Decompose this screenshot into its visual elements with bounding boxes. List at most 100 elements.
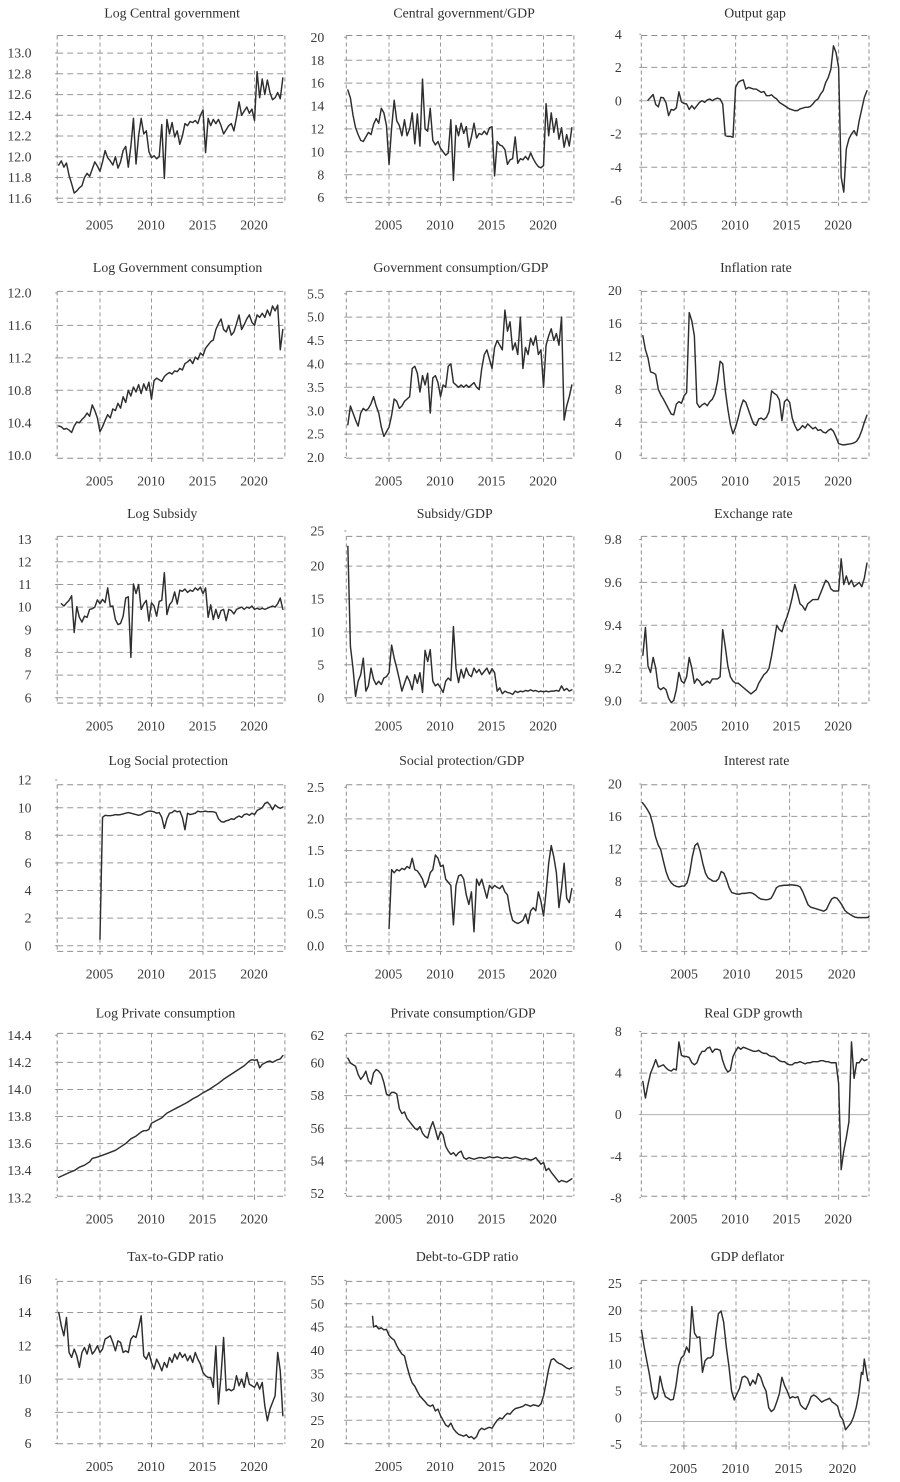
svg-text:Log Private consumption: Log Private consumption <box>96 1006 236 1021</box>
svg-text:Social protection/GDP: Social protection/GDP <box>399 753 525 768</box>
svg-text:2015: 2015 <box>478 967 506 982</box>
svg-text:11: 11 <box>18 577 31 592</box>
svg-text:2005: 2005 <box>86 1211 114 1226</box>
svg-text:2020: 2020 <box>529 967 557 982</box>
svg-text:2010: 2010 <box>426 1459 454 1474</box>
svg-text:Debt-to-GDP ratio: Debt-to-GDP ratio <box>416 1249 519 1264</box>
svg-text:12.4: 12.4 <box>7 108 31 123</box>
svg-text:2020: 2020 <box>240 967 268 982</box>
svg-text:0: 0 <box>615 939 622 954</box>
svg-text:11.8: 11.8 <box>8 170 32 185</box>
svg-text:13.4: 13.4 <box>7 1163 31 1178</box>
svg-text:0: 0 <box>615 1411 622 1426</box>
svg-text:52: 52 <box>311 1186 325 1201</box>
svg-text:2010: 2010 <box>723 967 751 982</box>
svg-text:12: 12 <box>18 554 32 569</box>
svg-text:10: 10 <box>311 144 325 159</box>
svg-text:62: 62 <box>311 1028 325 1043</box>
svg-text:10.8: 10.8 <box>7 383 31 398</box>
svg-text:2010: 2010 <box>137 473 165 488</box>
svg-text:2005: 2005 <box>670 218 698 233</box>
svg-text:2015: 2015 <box>189 473 217 488</box>
svg-text:Interest rate: Interest rate <box>724 753 790 768</box>
svg-text:2015: 2015 <box>478 218 506 233</box>
svg-text:2005: 2005 <box>375 718 403 733</box>
svg-text:2020: 2020 <box>529 473 557 488</box>
svg-text:20: 20 <box>608 1303 622 1318</box>
svg-text:2020: 2020 <box>824 1211 852 1226</box>
svg-text:9.8: 9.8 <box>605 532 622 547</box>
svg-text:18: 18 <box>311 53 325 68</box>
svg-text:-6: -6 <box>610 193 622 208</box>
svg-text:15: 15 <box>311 592 325 607</box>
svg-text:2015: 2015 <box>189 967 217 982</box>
svg-text:2005: 2005 <box>86 1459 114 1474</box>
svg-text:1.0: 1.0 <box>307 875 324 890</box>
svg-text:2005: 2005 <box>86 718 114 733</box>
svg-text:14: 14 <box>311 99 325 114</box>
svg-text:2020: 2020 <box>828 967 856 982</box>
svg-text:2005: 2005 <box>375 967 403 982</box>
svg-text:2020: 2020 <box>824 473 852 488</box>
svg-text:2010: 2010 <box>426 473 454 488</box>
svg-text:0: 0 <box>317 690 324 705</box>
svg-text:12.0: 12.0 <box>7 286 31 301</box>
svg-text:8: 8 <box>25 645 32 660</box>
svg-text:-8: -8 <box>610 1190 622 1205</box>
svg-text:20: 20 <box>311 1436 325 1451</box>
svg-text:14.0: 14.0 <box>7 1082 31 1097</box>
svg-text:-5: -5 <box>610 1437 622 1452</box>
svg-text:2015: 2015 <box>189 1211 217 1226</box>
svg-text:55: 55 <box>311 1273 325 1288</box>
svg-text:2020: 2020 <box>824 218 852 233</box>
svg-text:2020: 2020 <box>240 1211 268 1226</box>
svg-text:9.6: 9.6 <box>605 575 622 590</box>
svg-text:2015: 2015 <box>189 1459 217 1474</box>
svg-text:35: 35 <box>311 1366 325 1381</box>
svg-text:2020: 2020 <box>240 1459 268 1474</box>
svg-text:2015: 2015 <box>773 718 801 733</box>
svg-text:5: 5 <box>317 657 324 672</box>
svg-text:2015: 2015 <box>775 1461 803 1476</box>
svg-text:12: 12 <box>18 773 32 788</box>
svg-text:11.6: 11.6 <box>8 191 32 206</box>
svg-text:6: 6 <box>25 856 32 871</box>
svg-text:13.0: 13.0 <box>7 46 31 61</box>
svg-text:2010: 2010 <box>721 473 749 488</box>
svg-text:2015: 2015 <box>478 718 506 733</box>
svg-text:Real GDP growth: Real GDP growth <box>704 1006 802 1021</box>
svg-text:1.5: 1.5 <box>307 843 324 858</box>
svg-text:20: 20 <box>311 30 325 45</box>
svg-text:2005: 2005 <box>670 1461 698 1476</box>
svg-text:4: 4 <box>615 906 622 921</box>
svg-text:4: 4 <box>615 27 622 42</box>
svg-text:14: 14 <box>18 1305 32 1320</box>
svg-text:8: 8 <box>317 167 324 182</box>
svg-text:12: 12 <box>311 122 325 137</box>
svg-text:56: 56 <box>311 1121 325 1136</box>
svg-text:-4: -4 <box>610 1149 622 1164</box>
svg-text:10: 10 <box>608 1357 622 1372</box>
svg-text:4: 4 <box>615 415 622 430</box>
svg-text:25: 25 <box>311 524 325 539</box>
svg-text:9.4: 9.4 <box>605 618 622 633</box>
svg-text:12.6: 12.6 <box>7 87 31 102</box>
svg-text:Log Government consumption: Log Government consumption <box>93 260 262 275</box>
svg-text:2020: 2020 <box>240 473 268 488</box>
svg-text:12.0: 12.0 <box>7 149 31 164</box>
svg-text:2005: 2005 <box>670 967 698 982</box>
svg-text:2010: 2010 <box>137 218 165 233</box>
svg-text:2015: 2015 <box>189 218 217 233</box>
svg-text:2005: 2005 <box>375 1459 403 1474</box>
svg-text:12.8: 12.8 <box>7 66 31 81</box>
svg-text:2.0: 2.0 <box>307 450 324 465</box>
svg-text:20: 20 <box>608 777 622 792</box>
svg-text:8: 8 <box>615 1024 622 1039</box>
svg-text:2: 2 <box>25 911 32 926</box>
svg-text:14.2: 14.2 <box>7 1055 31 1070</box>
svg-text:10: 10 <box>18 1372 32 1387</box>
svg-text:2015: 2015 <box>773 218 801 233</box>
svg-text:2015: 2015 <box>773 1211 801 1226</box>
svg-text:2.0: 2.0 <box>307 812 324 827</box>
svg-text:Exchange rate: Exchange rate <box>714 506 793 521</box>
